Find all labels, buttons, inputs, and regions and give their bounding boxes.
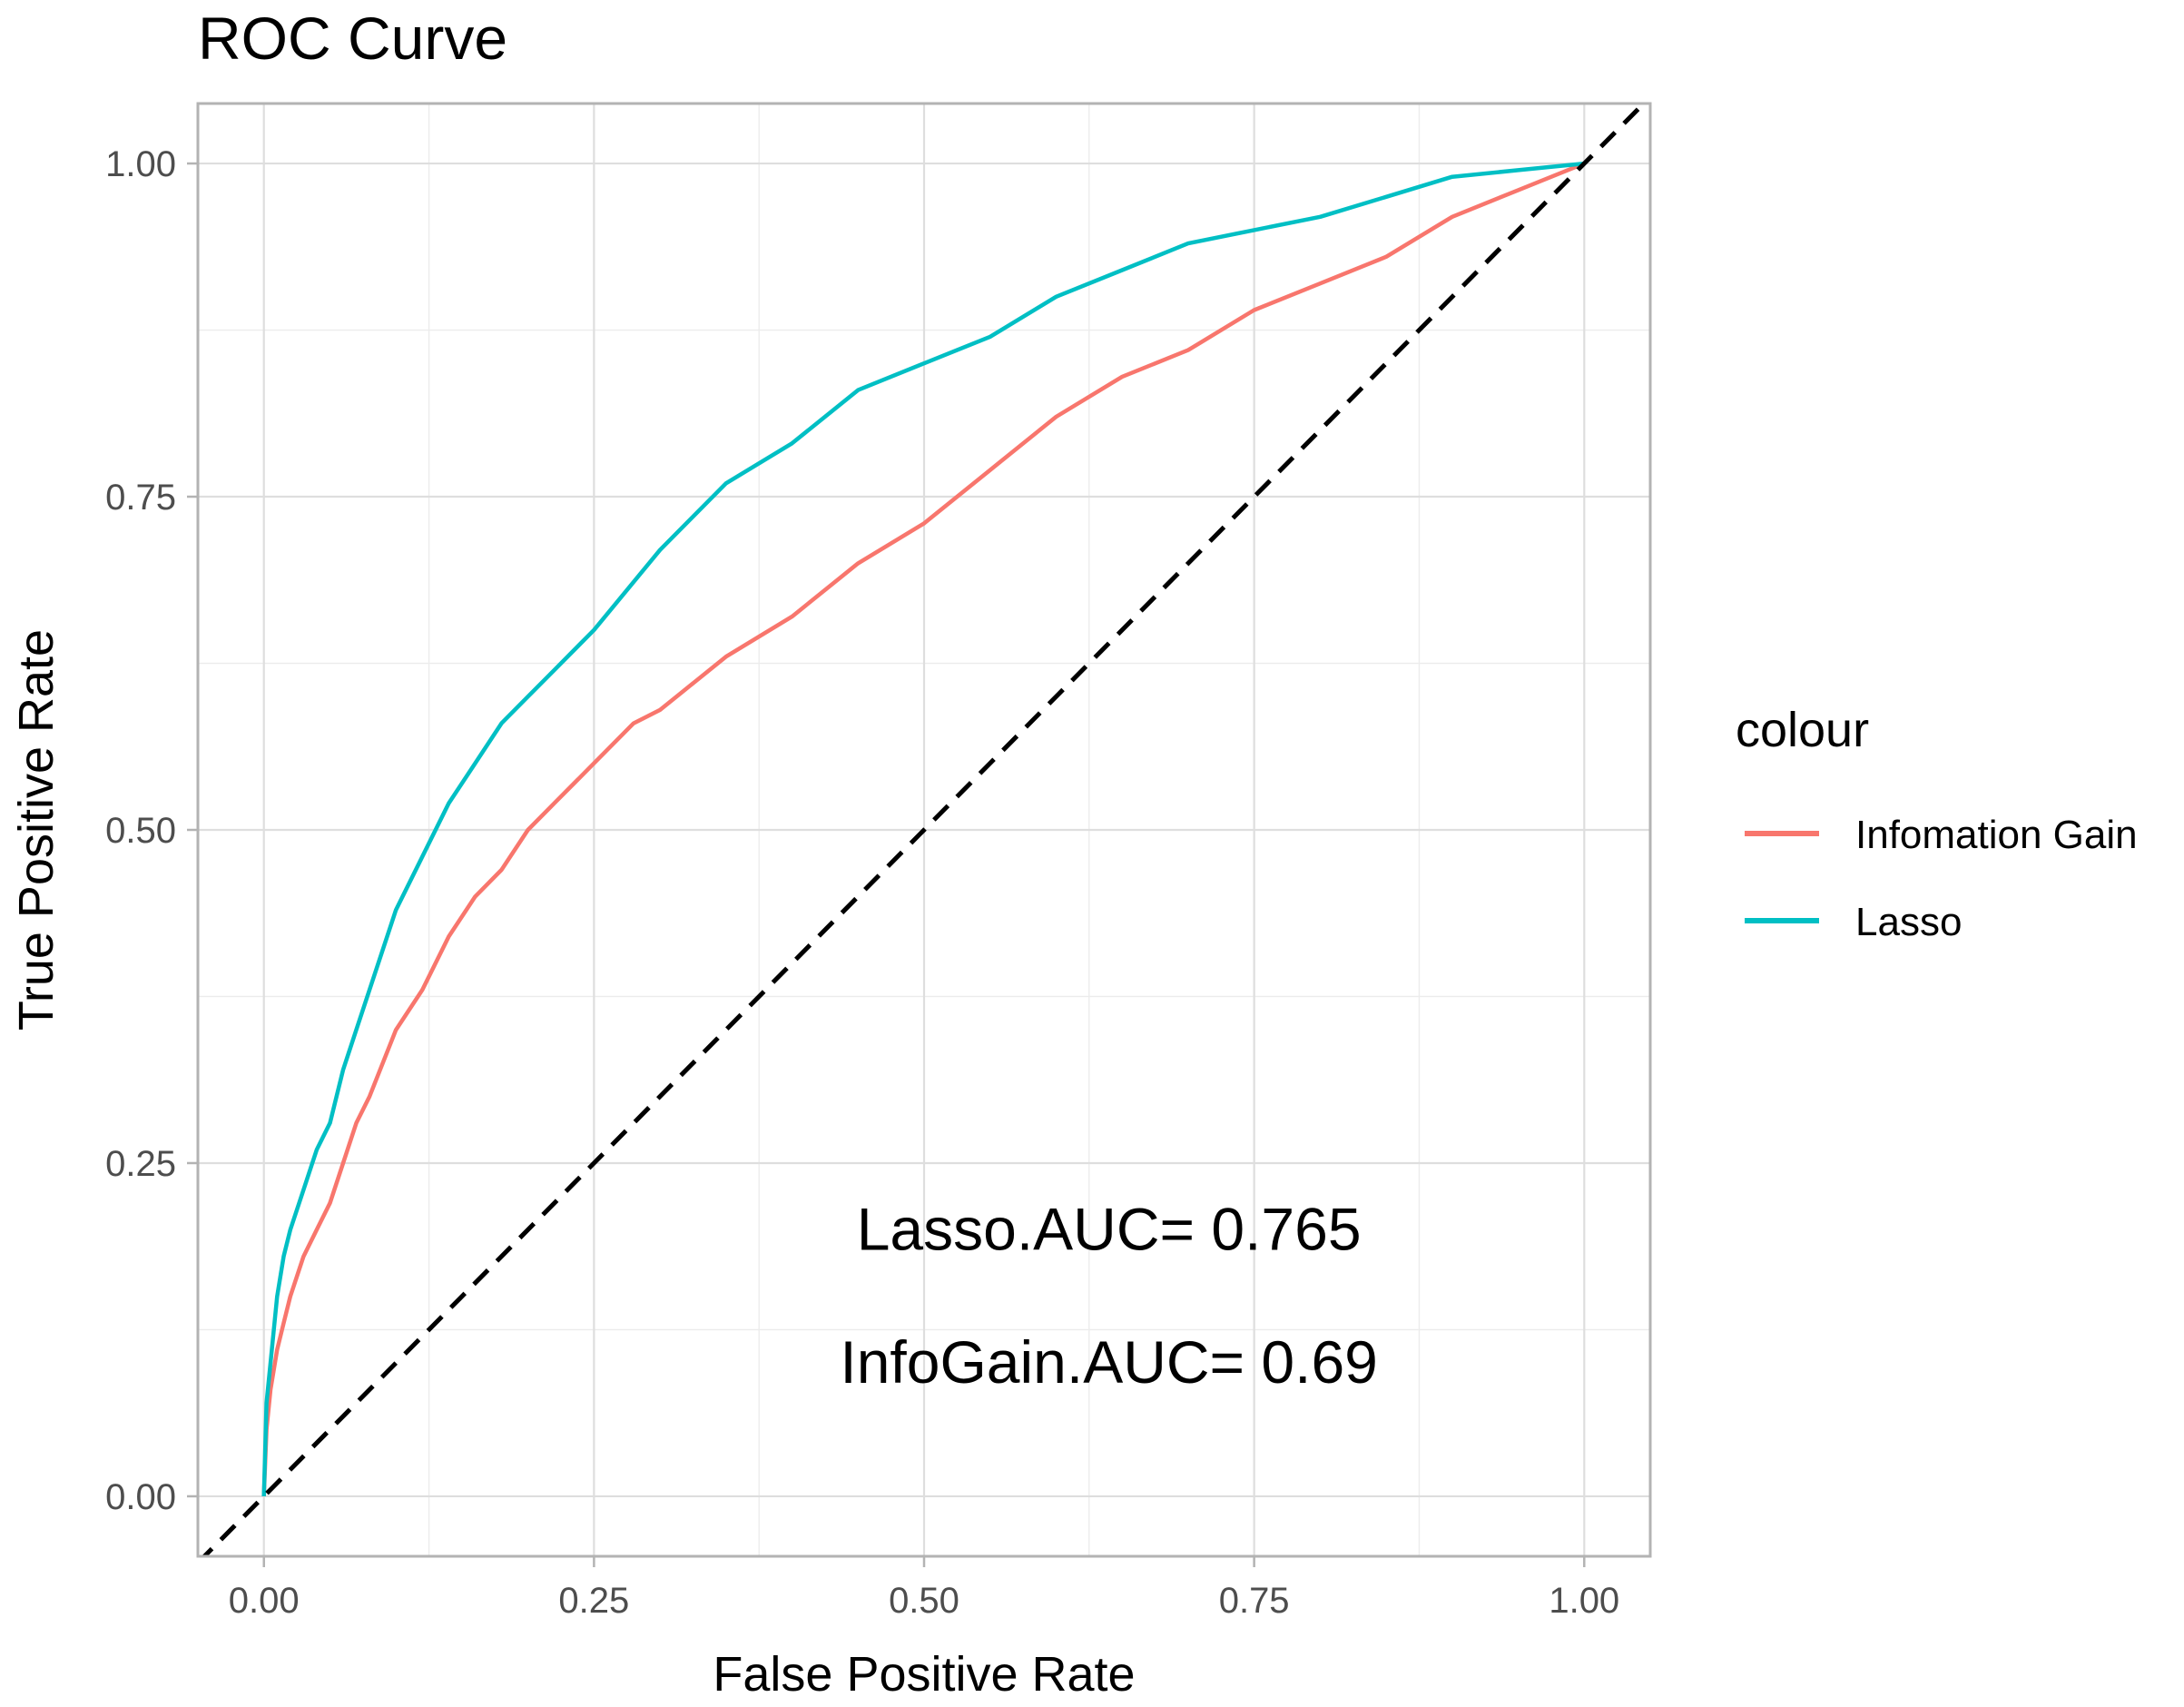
x-tick-label: 0.75 <box>1219 1581 1290 1621</box>
series-line-lasso <box>261 161 1585 1496</box>
infogain-auc-annotation: InfoGain.AUC= 0.69 <box>840 1328 1378 1396</box>
series-line-diagonal <box>201 104 1648 1556</box>
x-axis-title: False Positive Rate <box>713 1647 1135 1702</box>
x-tick-label: 1.00 <box>1549 1581 1619 1621</box>
legend-title: colour <box>1736 703 1869 757</box>
x-axis-ticks: 0.00 0.25 0.50 0.75 1.00 <box>229 1556 1619 1621</box>
y-axis-ticks: 0.00 0.25 0.50 0.75 1.00 <box>105 144 198 1517</box>
legend: colour Infomation Gain Lasso <box>1736 703 2138 944</box>
lasso-auc-annotation: Lasso.AUC= 0.765 <box>857 1195 1362 1262</box>
series-line-infomation-gain <box>261 162 1586 1496</box>
y-tick-label: 1.00 <box>105 144 176 184</box>
legend-label-infomation-gain: Infomation Gain <box>1855 813 2138 857</box>
y-tick-label: 0.00 <box>105 1477 176 1517</box>
auc-annotations: Lasso.AUC= 0.765 InfoGain.AUC= 0.69 <box>840 1195 1378 1396</box>
x-tick-label: 0.00 <box>229 1581 300 1621</box>
y-tick-label: 0.50 <box>105 811 176 851</box>
x-tick-label: 0.50 <box>889 1581 959 1621</box>
y-tick-label: 0.25 <box>105 1144 176 1184</box>
legend-label-lasso: Lasso <box>1855 900 1962 944</box>
x-tick-label: 0.25 <box>558 1581 629 1621</box>
y-axis-title: True Positive Rate <box>9 629 64 1031</box>
series-layer <box>201 104 1648 1556</box>
chart-title: ROC Curve <box>198 5 507 72</box>
y-tick-label: 0.75 <box>105 478 176 518</box>
